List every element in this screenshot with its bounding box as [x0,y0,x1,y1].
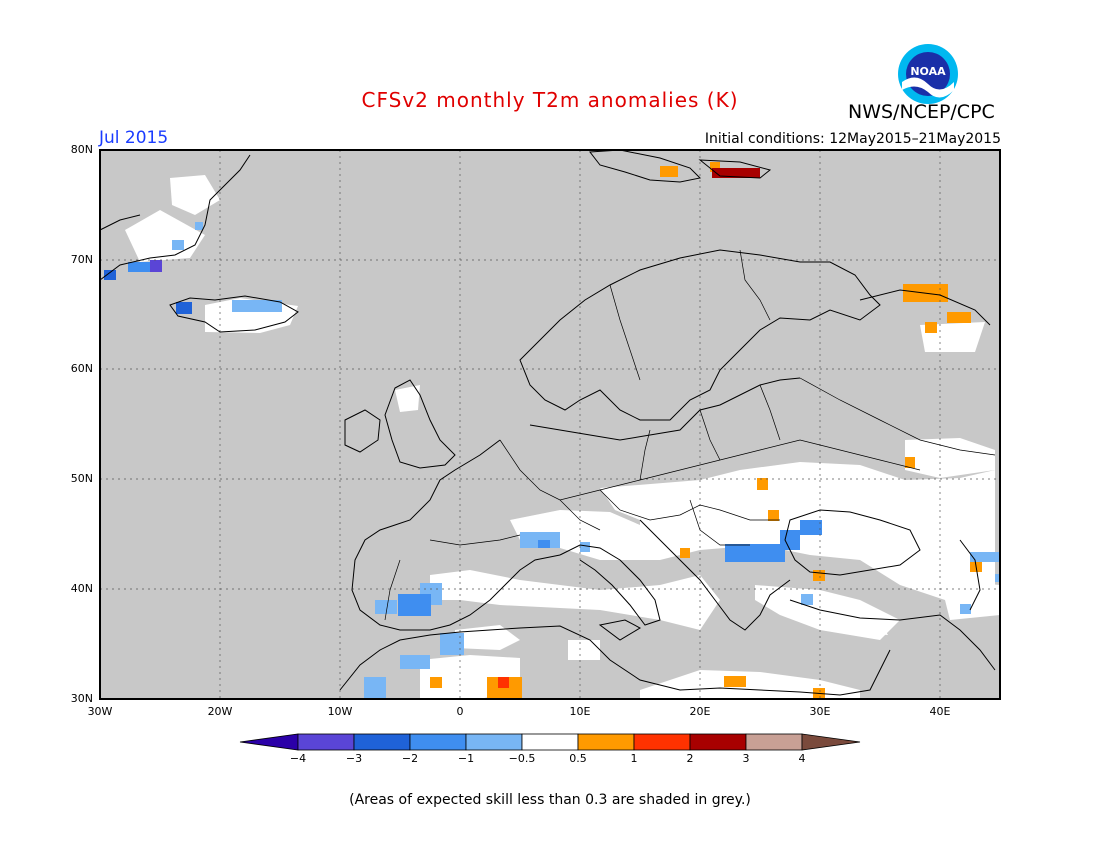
lon-label-20e: 20E [689,705,711,718]
colorbar-label: 3 [742,752,750,765]
colorbar-label: 1 [630,752,638,765]
lon-label-30e: 30E [809,705,831,718]
country-borders [384,249,996,621]
lat-label-80n: 80N [70,143,93,156]
lon-label-30w: 30W [87,705,113,718]
colorbar-swatch [521,733,579,751]
lat-label-40n: 40N [70,582,93,595]
colorbar-swatch [633,733,691,751]
lon-label-40e: 40E [929,705,951,718]
map-frame [99,149,1001,700]
colorbar-label: 4 [798,752,806,765]
colorbar-label: −1 [457,752,475,765]
graticule [100,150,1000,699]
skill-note: (Areas of expected skill less than 0.3 a… [349,792,751,808]
colorbar-swatch [353,733,411,751]
dark-blue-anomaly-regions [104,260,192,314]
colorbar-swatch [409,733,467,751]
colorbar-label: 2 [686,752,694,765]
lat-label-60n: 60N [70,362,93,375]
lon-label-20w: 20W [207,705,233,718]
colorbar-arrow-low [239,733,299,751]
lon-label-0: 0 [456,705,464,718]
colorbar-swatch [745,733,803,751]
colorbar-swatch [577,733,635,751]
noaa-logo: NOAA [898,44,958,104]
chart-title: CFSv2 monthly T2m anomalies (K) [361,88,739,112]
colorbar-label: −0.5 [508,752,536,765]
colorbar-label: 0.5 [569,752,587,765]
lat-label-30n: 30N [70,692,93,705]
target-month: Jul 2015 [99,128,169,148]
colorbar-swatch [465,733,523,751]
lat-label-50n: 50N [70,472,93,485]
logo-text: NOAA [910,65,946,78]
colorbar-swatch [689,733,747,751]
colorbar-label: −3 [345,752,363,765]
lon-label-10e: 10E [569,705,591,718]
mid-blue-anomaly-regions [128,262,822,616]
colorbar-label: −2 [401,752,419,765]
colorbar [239,733,861,751]
coastlines [99,149,996,696]
colorbar-arrow-high [801,733,861,751]
initial-conditions: Initial conditions: 12May2015–21May2015 [704,131,1001,147]
colorbar-label: −4 [289,752,307,765]
lon-label-10w: 10W [327,705,353,718]
colorbar-swatch [297,733,355,751]
agency-label: NWS/NCEP/CPC [848,101,995,123]
red-anomaly-regions [498,168,760,688]
lat-label-70n: 70N [70,253,93,266]
